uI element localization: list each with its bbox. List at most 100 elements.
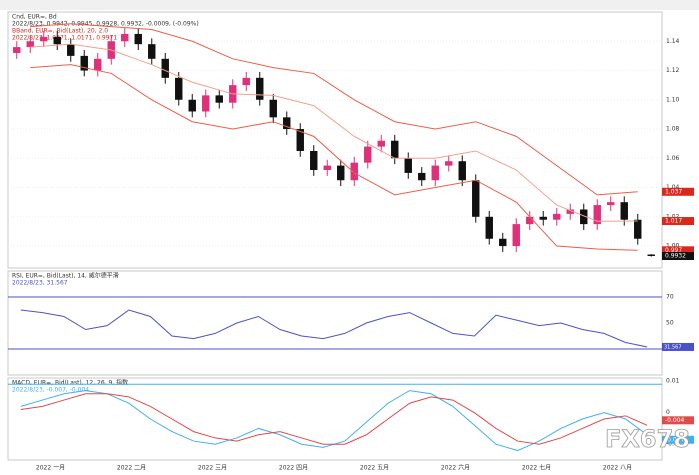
last-price-flag — [662, 252, 694, 261]
candle-body — [175, 77, 183, 100]
candle-body — [553, 213, 561, 220]
candle-body — [458, 161, 466, 181]
candle-body — [364, 146, 372, 163]
y-tick-label: 1.06 — [666, 155, 680, 162]
candle-body — [580, 209, 588, 225]
candle-body — [404, 158, 412, 173]
rsi-tick-label: 70 — [666, 294, 674, 301]
macd-flag — [662, 435, 694, 444]
bollinger-band — [30, 23, 638, 196]
x-tick-label: 2022 三月 — [198, 465, 227, 472]
rsi-tick-label: 50 — [666, 320, 674, 327]
candle-body — [499, 238, 507, 247]
macd-header: 2022/8/23, -0.007, -0.004 — [12, 387, 89, 394]
macd-header: MACD, EUR=, Bid(Last), 12, 26, 9, 指数 — [12, 379, 128, 387]
price-flag-label: 1.017 — [665, 218, 682, 225]
candle-body — [161, 58, 169, 78]
candle-body — [431, 165, 439, 181]
price-flag-label: 0.997 — [665, 247, 682, 254]
candle-body — [296, 129, 304, 151]
macd-flag-label: -0.007 — [665, 436, 685, 443]
rsi-line — [20, 309, 648, 348]
y-tick-label: 1.02 — [666, 213, 680, 220]
candle-body — [391, 140, 399, 159]
candle-body — [94, 58, 102, 71]
candle-body — [350, 162, 358, 181]
candle-body — [283, 117, 291, 130]
candle-body — [485, 216, 493, 239]
macd-flag-label: -0.004 — [665, 417, 685, 424]
price-flag — [662, 246, 694, 255]
candle-body — [215, 95, 223, 103]
x-tick-label: 2022 四月 — [279, 465, 308, 472]
candle-body — [526, 216, 534, 225]
macd-tick-label: 0.01 — [666, 378, 680, 385]
candle-body — [242, 77, 250, 86]
bollinger-band — [30, 43, 638, 222]
price-flag — [662, 217, 694, 226]
candle-body — [512, 224, 520, 247]
candle-body — [13, 47, 21, 53]
y-tick-label: 1.14 — [666, 38, 680, 45]
last-price-label: 0.9932 — [665, 253, 686, 260]
watermark: FX678 — [605, 425, 690, 453]
candle-body — [337, 165, 345, 181]
y-tick-label: 1.08 — [666, 126, 680, 133]
rsi-header: 2022/8/23, 31.567 — [12, 280, 68, 287]
candle-body — [148, 44, 156, 59]
macd-tick-label: -0.01 — [666, 441, 682, 448]
candle-body — [53, 36, 61, 45]
band-header: BBand, EUR=, Bid(Last), 20, 2.0 — [12, 28, 108, 35]
candle-body — [607, 202, 615, 206]
candle-body — [256, 77, 264, 100]
band-header: 2022/8/23, 1.0371, 1.0171, 0.9971 — [12, 35, 117, 42]
rsi-flag-label: 31.567 — [664, 344, 682, 350]
candle-body — [472, 180, 480, 217]
price-flag-label: 1.037 — [665, 188, 682, 195]
x-tick-label: 2022 二月 — [117, 465, 146, 472]
candle-body — [445, 161, 453, 166]
y-tick-label: 1.12 — [666, 67, 680, 74]
macd-tick-label: 0 — [666, 409, 670, 416]
candle-body — [647, 254, 655, 257]
y-tick-label: 1.10 — [666, 96, 680, 103]
candle-body — [67, 44, 75, 56]
rsi-panel — [7, 270, 663, 376]
candle-body — [269, 99, 277, 118]
x-tick-label: 2022 一月 — [36, 465, 65, 472]
rsi-flag — [662, 342, 694, 351]
candle-body — [323, 165, 331, 170]
candle-body — [377, 140, 385, 147]
x-tick-label: 2022 五月 — [360, 465, 389, 472]
candle-body — [634, 219, 642, 239]
candle-body — [188, 99, 196, 112]
candle-body — [40, 36, 48, 42]
x-tick-label: 2022 七月 — [522, 464, 551, 472]
candle-body — [121, 33, 129, 42]
bollinger-band — [30, 64, 638, 251]
candle-body — [134, 33, 142, 45]
candle-body — [202, 95, 210, 112]
candle-body — [310, 150, 318, 170]
price-header: 2022/8/23, 0.9942, 0.9945, 0.9928, 0.993… — [12, 21, 199, 28]
macd-line — [20, 393, 648, 445]
y-tick-label: 1.00 — [666, 243, 680, 250]
x-tick-label: 2022 八月 — [603, 465, 632, 472]
top-bar — [0, 0, 699, 10]
candle-body — [593, 205, 601, 225]
price-panel — [7, 11, 663, 269]
candle-body — [80, 55, 88, 71]
macd-flag — [662, 416, 694, 425]
candle-body — [418, 172, 426, 181]
price-flag — [662, 187, 694, 196]
candle-body — [26, 41, 34, 48]
price-header: Cnd, EUR=, Bd — [12, 14, 57, 21]
candle-body — [566, 209, 574, 214]
candle-body — [539, 216, 547, 220]
candle-body — [620, 202, 628, 220]
y-tick-label: 1.04 — [666, 184, 680, 191]
x-tick-label: 2022 六月 — [441, 464, 470, 472]
rsi-header: RSI, EUR=, Bid(Last), 14, 威尔德平滑 — [12, 272, 119, 280]
